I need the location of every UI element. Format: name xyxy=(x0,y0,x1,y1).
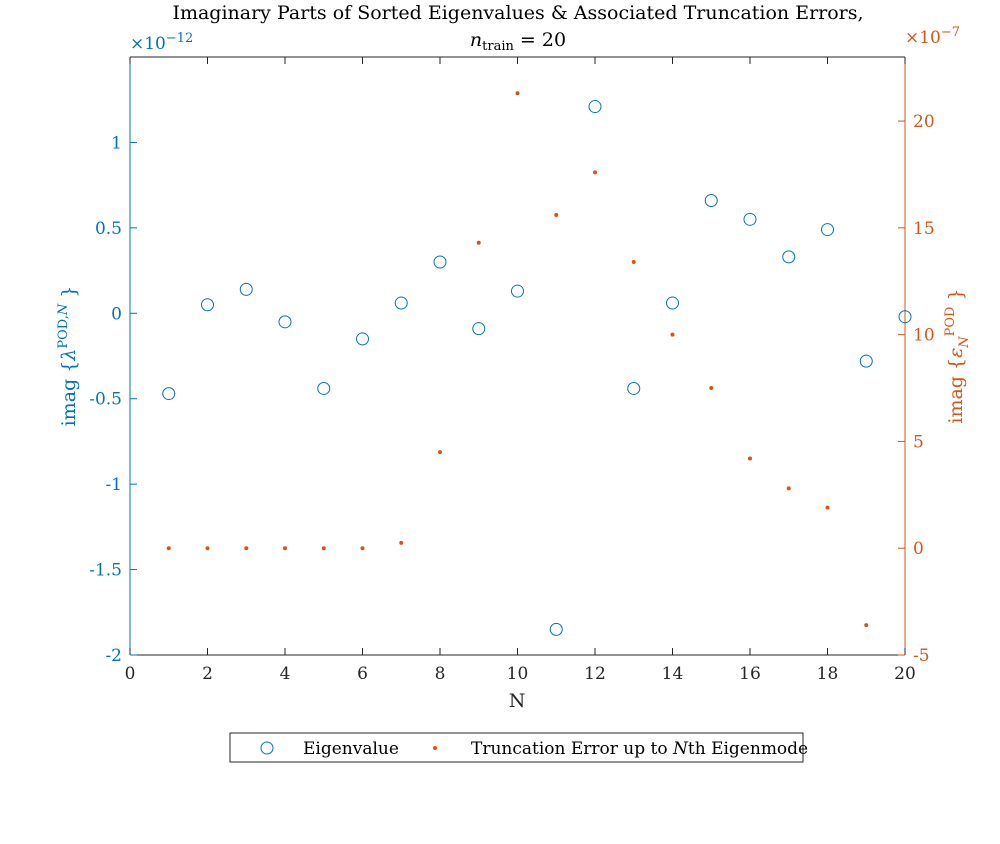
x-tick-label: 12 xyxy=(584,664,606,684)
truncation-error-point xyxy=(360,546,365,551)
eigenvalue-point xyxy=(743,212,757,226)
legend-truncation-marker xyxy=(433,746,437,750)
legend-eigenvalue-label: Eigenvalue xyxy=(303,739,399,759)
left-tick-label: -1.5 xyxy=(89,561,122,581)
x-tick-label: 4 xyxy=(280,664,291,684)
eigenvalue-point xyxy=(278,315,292,329)
legend-truncation-label: Truncation Error up to Nth Eigenmode xyxy=(471,739,808,759)
data-points xyxy=(162,91,912,636)
eigenvalue-point xyxy=(782,250,796,264)
x-tick-label: 18 xyxy=(817,664,839,684)
right-axis-label: imag {εNPOD } xyxy=(943,288,972,423)
truncation-error-point xyxy=(631,260,636,265)
x-tick-label: 2 xyxy=(202,664,213,684)
right-tick-label: 10 xyxy=(913,326,935,346)
truncation-error-point xyxy=(438,450,442,455)
x-tick-label: 10 xyxy=(507,664,529,684)
eigenvalue-point xyxy=(472,322,486,336)
truncation-error-point xyxy=(244,546,249,551)
eigenvalue-point xyxy=(239,282,253,296)
right-tick-label: -5 xyxy=(913,646,930,666)
truncation-error-point xyxy=(593,170,597,175)
left-tick-label: 0 xyxy=(111,304,122,324)
right-tick-label: 20 xyxy=(913,112,935,132)
x-tick-label: 6 xyxy=(357,664,368,684)
eigenvalue-point xyxy=(821,223,834,237)
eigenvalue-point xyxy=(356,332,369,346)
left-axis-label: imag {λPOD,N } xyxy=(56,286,80,427)
left-tick-label: 0.5 xyxy=(95,219,122,239)
eigenvalue-point xyxy=(162,387,176,401)
truncation-error-point xyxy=(825,505,830,510)
eigenvalue-point xyxy=(433,255,447,269)
eigenvalue-point xyxy=(588,100,602,114)
x-tick-label: 0 xyxy=(125,664,136,684)
x-tick-label: 14 xyxy=(662,664,684,684)
truncation-error-point xyxy=(748,456,752,461)
truncation-error-point xyxy=(166,546,171,551)
eigenvalue-point xyxy=(511,284,524,298)
x-tick-label: 8 xyxy=(435,664,446,684)
eigenvalue-point xyxy=(394,296,408,310)
chart-title: Imaginary Parts of Sorted Eigenvalues & … xyxy=(172,2,863,24)
x-axis-ticks: 0 2 4 6 8 10 12 14 16 18 20 xyxy=(125,57,916,684)
legend: Eigenvalue Truncation Error up to Nth Ei… xyxy=(229,732,808,763)
left-tick-label: -0.5 xyxy=(89,390,122,410)
truncation-error-point xyxy=(283,546,287,551)
left-tick-label: 1 xyxy=(111,133,122,153)
eigenvalue-point xyxy=(666,296,679,310)
x-axis-label: N xyxy=(509,690,526,712)
truncation-error-point xyxy=(321,546,326,551)
x-tick-label: 20 xyxy=(894,664,916,684)
eigenvalue-point xyxy=(859,354,873,368)
truncation-error-point xyxy=(399,540,404,545)
right-tick-label: 15 xyxy=(913,219,935,239)
left-tick-label: -2 xyxy=(105,646,122,666)
eigenvalue-point xyxy=(704,194,718,208)
chart-subtitle: ntrain = 20 xyxy=(470,29,566,54)
truncation-error-point xyxy=(515,91,520,96)
right-tick-label: 5 xyxy=(913,432,924,452)
x-tick-label: 16 xyxy=(739,664,761,684)
truncation-error-point xyxy=(864,623,869,628)
truncation-error-point xyxy=(786,486,791,491)
right-axis-ticks: -5 0 5 10 15 20 xyxy=(898,112,935,666)
truncation-error-point xyxy=(476,240,481,245)
truncation-error-point xyxy=(670,332,675,337)
eigenvalue-point xyxy=(898,310,912,324)
right-tick-label: 0 xyxy=(913,539,924,559)
left-tick-label: -1 xyxy=(105,475,122,495)
legend-box xyxy=(229,732,804,763)
truncation-error-point xyxy=(205,546,210,551)
truncation-error-point xyxy=(709,386,714,391)
eigenvalue-point xyxy=(549,622,563,636)
right-axis-multiplier: ×10−7 xyxy=(905,25,960,48)
truncation-error-point xyxy=(554,213,559,218)
left-axis-multiplier: ×10−12 xyxy=(130,31,193,54)
left-axis-ticks: -2 -1.5 -1 -0.5 0 0.5 1 xyxy=(89,133,137,666)
eigenvalue-point xyxy=(317,381,331,395)
eigenvalue-point xyxy=(201,298,214,312)
eigenvalue-point xyxy=(627,381,641,395)
legend-eigenvalue-marker xyxy=(260,741,274,755)
